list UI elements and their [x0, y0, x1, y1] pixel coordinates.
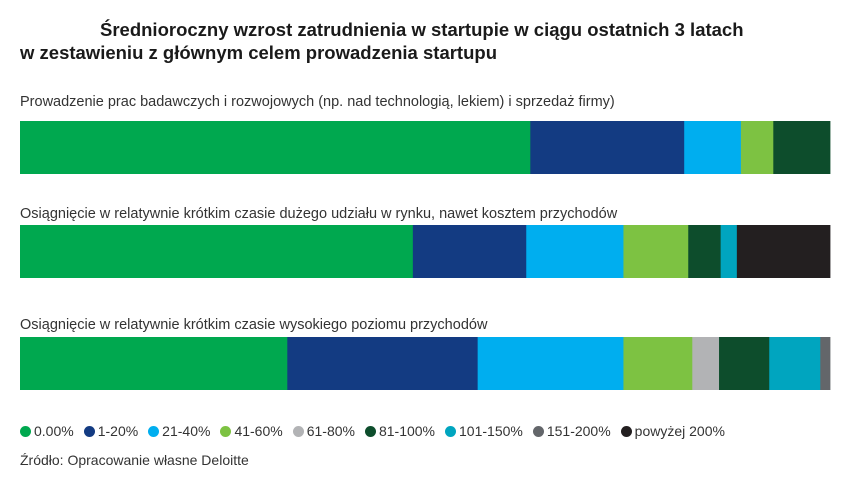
- bar-segment: [20, 121, 531, 174]
- bar-segment: [684, 121, 742, 174]
- legend-dot-icon: [532, 425, 544, 437]
- category-label: Osiągnięcie w relatywnie krótkim czasie …: [20, 206, 618, 222]
- legend-item: 151-200%: [532, 423, 611, 439]
- legend-dot-icon: [364, 425, 376, 437]
- bar-segment: [20, 225, 414, 278]
- bar-segment: [720, 225, 738, 278]
- bar-segment: [740, 121, 774, 174]
- chart-legend: 0.00% 1-20% 21-40% 41-60% 61-80% 81-100% 101-1…: [20, 423, 735, 439]
- stacked-bar-chart: Prowadzenie prac badawczych i rozwojowyc…: [20, 94, 831, 390]
- bar-segment: [287, 337, 479, 390]
- bar-segment: [719, 337, 770, 390]
- bar-segment: [477, 337, 624, 390]
- legend-item: 0.00%: [20, 423, 74, 439]
- bar-segment: [773, 121, 831, 174]
- legend-label: 81-100%: [378, 423, 436, 439]
- legend-dot-icon: [20, 425, 31, 437]
- legend-label: 61-80%: [306, 423, 355, 439]
- legend-label: 21-40%: [162, 423, 211, 439]
- legend-item: 101-150%: [445, 423, 523, 439]
- source-note: Źródło: Opracowanie własne Deloitte: [20, 452, 249, 468]
- legend-dot-icon: [445, 425, 457, 437]
- legend-dot-icon: [148, 425, 160, 437]
- category-label: Osiągnięcie w relatywnie krótkim czasie …: [20, 317, 488, 333]
- legend-item: powyżej 200%: [620, 423, 725, 439]
- bar-segment: [820, 337, 831, 390]
- bar-segment: [20, 337, 288, 390]
- legend-label: 1-20%: [97, 423, 139, 439]
- bar-segment: [692, 337, 720, 390]
- legend-dot-icon: [220, 425, 232, 437]
- legend-label: 151-200%: [546, 423, 611, 439]
- legend-label: powyżej 200%: [634, 423, 725, 439]
- bar-segment: [623, 337, 693, 390]
- legend-item: 61-80%: [292, 423, 355, 439]
- legend-dot-icon: [83, 425, 95, 437]
- bar-segment: [526, 225, 624, 278]
- legend-label: 41-60%: [234, 423, 283, 439]
- legend-item: 21-40%: [148, 423, 210, 439]
- legend-item: 41-60%: [220, 423, 283, 439]
- legend-item: 1-20%: [83, 423, 139, 439]
- chart-title-line1: Średnioroczny wzrost zatrudnienia w star…: [100, 19, 744, 40]
- legend-dot-icon: [620, 425, 632, 437]
- bar-segment: [412, 225, 527, 278]
- bar-segment: [530, 121, 685, 174]
- legend-dot-icon: [292, 425, 304, 437]
- bar-segment: [623, 225, 689, 278]
- bar-segment: [688, 225, 722, 278]
- legend-label: 101-150%: [459, 423, 523, 439]
- chart-title: Średnioroczny wzrost zatrudnienia w star…: [20, 18, 835, 64]
- legend-item: 81-100%: [364, 423, 436, 439]
- legend-label: 0.00%: [34, 423, 74, 439]
- bar-segment: [736, 225, 831, 278]
- category-label: Prowadzenie prac badawczych i rozwojowyc…: [20, 94, 615, 110]
- chart-title-line2: w zestawieniu z głównym celem prowadzeni…: [20, 42, 497, 63]
- bar-segment: [769, 337, 821, 390]
